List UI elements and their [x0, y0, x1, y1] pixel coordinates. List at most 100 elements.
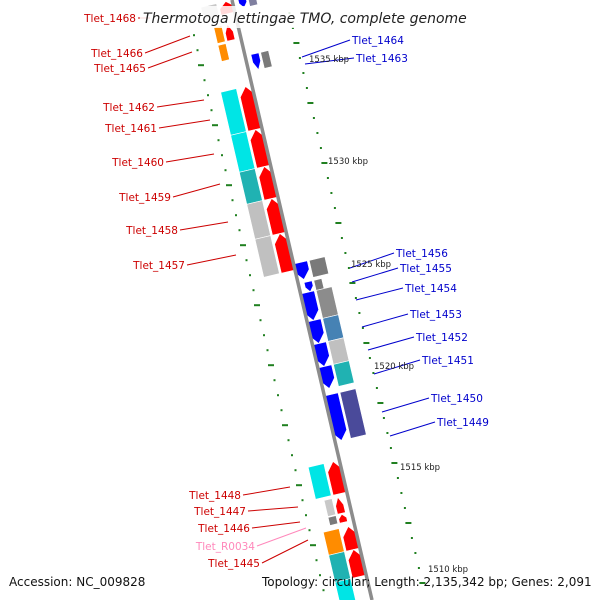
gene-band	[248, 0, 259, 7]
tick-mark	[212, 124, 218, 127]
gene-label: Tlet_1458	[125, 225, 178, 237]
leader-line	[251, 521, 301, 529]
leader-line	[179, 221, 229, 231]
tick-mark	[196, 49, 199, 52]
scale-label: 1530 kbp	[328, 157, 368, 167]
gene-label: Tlet_1462	[102, 102, 155, 114]
gene-label: Tlet_1468	[83, 13, 136, 25]
gene-band	[339, 388, 367, 439]
reverse-strand-arrow	[237, 0, 248, 9]
gene-label: Tlet_1456	[395, 248, 448, 260]
tick-mark	[386, 432, 389, 434]
tick-mark	[372, 372, 375, 374]
tick-mark	[344, 252, 347, 254]
scale-label: 1520 kbp	[374, 362, 414, 372]
tick-mark	[335, 222, 342, 224]
tick-mark	[263, 334, 265, 337]
tick-mark	[305, 514, 307, 517]
leader-line	[367, 336, 415, 351]
tick-mark	[375, 387, 378, 389]
forward-strand-arrow	[335, 496, 346, 515]
gene-label: Tlet_1465	[93, 63, 146, 75]
tick-mark	[280, 409, 283, 412]
gene-label: Tlet_1445	[207, 558, 260, 570]
tick-mark	[349, 282, 356, 284]
tick-mark	[277, 394, 279, 397]
tick-mark	[298, 57, 301, 59]
tick-mark	[254, 304, 260, 307]
tick-mark	[322, 589, 325, 592]
tick-mark	[312, 117, 315, 119]
gene-band	[308, 256, 330, 278]
scale-labels: 1535 kbp 1530 kbp 1525 kbp 1520 kbp 1515 kbp…	[309, 55, 468, 575]
tick-mark	[252, 289, 255, 292]
label-leader-lines	[138, 17, 436, 564]
scale-label: 1525 kbp	[351, 260, 391, 270]
gene-band	[213, 25, 226, 44]
leader-line	[256, 527, 307, 547]
tick-mark	[282, 424, 288, 427]
tick-mark	[354, 297, 357, 299]
reverse-strand-arrow	[303, 280, 314, 293]
gene-band	[238, 168, 263, 205]
leader-line	[373, 359, 421, 375]
gene-band	[260, 50, 273, 69]
scale-label: 1535 kbp	[309, 55, 349, 65]
tick-mark	[308, 529, 311, 532]
leader-line	[147, 51, 193, 69]
tick-mark	[368, 357, 371, 359]
gene-label: Tlet_1455	[399, 263, 452, 275]
gene-label: Tlet_1466	[90, 48, 143, 60]
leader-line	[381, 397, 430, 413]
title-backdrop	[140, 6, 462, 28]
gene-label: Tlet_1450	[430, 393, 483, 405]
tick-mark	[293, 42, 300, 44]
leader-line	[144, 35, 191, 54]
tick-mark	[266, 349, 269, 352]
gene-band	[334, 578, 356, 600]
tick-mark	[287, 439, 290, 442]
scale-label: 1515 kbp	[400, 463, 440, 473]
tick-mark	[240, 244, 246, 247]
leader-line	[349, 252, 395, 269]
leader-line	[247, 506, 299, 512]
tick-mark	[400, 492, 403, 494]
tick-mark	[377, 402, 384, 404]
gene-band	[254, 235, 280, 278]
tick-mark	[198, 64, 204, 67]
gene-label: Tlet_1446	[197, 523, 250, 535]
tick-mark	[321, 162, 328, 164]
tick-mark	[405, 522, 412, 524]
tick-mark	[296, 484, 302, 487]
tick-mark	[382, 417, 385, 419]
tick-mark	[259, 319, 262, 322]
tick-mark	[294, 469, 297, 472]
tick-mark	[363, 342, 370, 344]
tick-mark	[326, 177, 329, 179]
leader-line	[186, 254, 237, 266]
tick-mark	[210, 109, 213, 112]
tick-mark	[231, 199, 234, 202]
tick-mark	[347, 267, 350, 269]
gene-label: Tlet_1463	[355, 53, 408, 65]
gene-labels: Tlet_1468 Tlet_1466 Tlet_1465 Tlet_1462 Tlet…	[83, 13, 489, 570]
tick-mark	[361, 327, 364, 329]
leader-line	[261, 539, 309, 564]
tick-mark	[358, 312, 361, 314]
gene-label: Tlet_1447	[193, 506, 246, 518]
tick-mark	[340, 237, 343, 239]
summary-text: Topology: circular; Length: 2,135,342 bp…	[262, 575, 592, 589]
tick-mark	[333, 207, 336, 209]
gene-band	[323, 498, 337, 517]
tick-mark	[238, 229, 241, 232]
tick-mark	[307, 102, 314, 104]
gene-band	[327, 337, 350, 365]
tick-mark	[221, 154, 223, 157]
backbone	[230, 0, 374, 600]
leader-line	[156, 99, 205, 108]
gene-band	[333, 360, 355, 387]
map-title: Thermotoga lettingae TMO, complete genom…	[143, 11, 467, 27]
leader-line	[165, 153, 215, 163]
leader-line	[361, 313, 409, 328]
tick-mark	[414, 552, 417, 554]
